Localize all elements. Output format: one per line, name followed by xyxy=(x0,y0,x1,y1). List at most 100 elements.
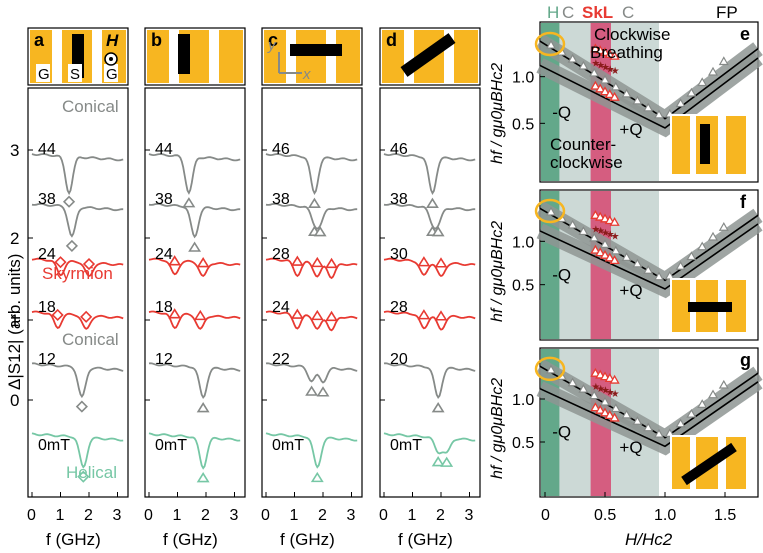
data-triangle xyxy=(653,109,665,119)
skl-marker xyxy=(595,369,606,379)
skl-marker xyxy=(609,255,620,265)
field-label-a: 24 xyxy=(38,246,56,263)
diagram-y-tick-label: 1.0 xyxy=(512,392,534,409)
skl-star: ★ xyxy=(611,66,620,77)
data-triangle xyxy=(567,377,578,387)
skl-marker xyxy=(590,210,601,219)
mini-stripe xyxy=(726,280,746,332)
diagram-x-tick-label: 1.5 xyxy=(714,507,736,524)
diagram-ylabel: hf / gμ0μBHc2 xyxy=(489,63,506,164)
skl-marker xyxy=(590,244,601,254)
data-triangle xyxy=(599,396,611,406)
data-triangle xyxy=(578,60,589,70)
data-triangle xyxy=(707,231,719,241)
spectrum-line-d xyxy=(383,153,476,195)
skl-marker xyxy=(590,367,601,377)
panel-label-c: c xyxy=(268,30,278,50)
skl-marker xyxy=(604,373,615,383)
gsg-box xyxy=(104,64,118,82)
gsg-label: S xyxy=(70,66,80,83)
skl-marker xyxy=(604,89,615,99)
bar-vertical xyxy=(178,34,190,74)
marker-triangle xyxy=(431,402,445,413)
x-tick-label: 0 xyxy=(261,507,270,524)
field-label-b: 44 xyxy=(155,141,173,158)
x-tick-label: 1 xyxy=(290,507,299,524)
data-triangle xyxy=(675,418,686,428)
data-triangle xyxy=(578,383,589,393)
panel-label-e: e xyxy=(740,24,750,44)
marker-triangle xyxy=(168,255,182,266)
x-tick-label: 3 xyxy=(465,507,474,524)
spectrum-line-c xyxy=(265,432,358,469)
skl-marker xyxy=(595,211,606,221)
gsg-box xyxy=(68,64,82,82)
x-tick-label: 2 xyxy=(201,507,210,524)
data-triangle xyxy=(718,222,729,231)
x-tick-label: 2 xyxy=(318,507,327,524)
marker-triangle xyxy=(417,309,431,320)
spectrum-line-a xyxy=(31,202,124,238)
marker-diamond xyxy=(65,239,78,252)
skl-star: ★ xyxy=(606,230,615,241)
field-label-b: 0mT xyxy=(155,437,187,454)
data-triangle xyxy=(621,252,632,261)
x-tick-label: 1 xyxy=(173,507,182,524)
inset-c-stripe xyxy=(336,30,360,83)
data-triangle xyxy=(697,241,708,251)
skl-marker xyxy=(609,216,620,226)
field-label-d: 30 xyxy=(390,246,408,263)
data-triangle xyxy=(545,39,557,49)
mode-line-lower xyxy=(539,57,759,129)
skl-marker xyxy=(590,43,601,53)
label-minus-q: -Q xyxy=(552,103,571,122)
data-triangle xyxy=(686,87,697,97)
spectra-xlabel: f (GHz) xyxy=(163,530,218,549)
marker-triangle xyxy=(434,310,448,321)
x-tick-label: 0 xyxy=(379,507,388,524)
skl-marker xyxy=(609,91,620,101)
band-title-h: H xyxy=(547,3,559,22)
data-triangle xyxy=(664,270,675,280)
band-title-c2: C xyxy=(622,3,634,22)
skl-marker xyxy=(604,48,615,58)
skl-star: ★ xyxy=(596,226,605,237)
marker-triangle xyxy=(290,308,304,319)
data-triangle xyxy=(675,261,686,270)
spectrum-line-d xyxy=(383,362,476,399)
diagram-xlabel: H/Hc2 xyxy=(625,530,673,549)
x-tick-label: 2 xyxy=(84,507,93,524)
data-triangle xyxy=(643,102,654,112)
bar-diagonal xyxy=(400,33,456,77)
data-triangle xyxy=(632,95,643,105)
spectrum-line-d xyxy=(383,202,476,230)
diagram-y-tick-label: 0.5 xyxy=(512,116,534,133)
diagram-x-tick-label: 0.5 xyxy=(594,507,616,524)
data-triangle xyxy=(621,88,632,98)
skl-marker xyxy=(604,215,615,225)
panel-label-f: f xyxy=(740,192,747,212)
skl-marker xyxy=(595,247,606,257)
marker-triangle xyxy=(325,257,338,269)
label-minus-q: -Q xyxy=(552,265,571,284)
marker-diamond xyxy=(75,400,88,413)
data-triangle xyxy=(545,364,557,374)
x-tick-label: 1 xyxy=(408,507,417,524)
data-triangle xyxy=(621,409,632,419)
data-triangle xyxy=(567,219,578,229)
marker-triangle xyxy=(193,309,207,321)
skl-star: ★ xyxy=(601,386,610,397)
skl-star: ★ xyxy=(606,64,615,75)
label-minus-q: -Q xyxy=(552,423,571,442)
skl-marker xyxy=(609,50,620,60)
data-triangle xyxy=(632,416,643,425)
marker-diamond xyxy=(77,470,90,483)
skl-marker xyxy=(599,47,611,57)
marker-triangle xyxy=(440,456,454,467)
panel-label-d: d xyxy=(386,30,397,50)
skl-star: ★ xyxy=(591,382,600,393)
field-label-b: 38 xyxy=(155,191,173,208)
data-triangle xyxy=(707,66,719,76)
spectrum-line-a xyxy=(31,432,124,469)
